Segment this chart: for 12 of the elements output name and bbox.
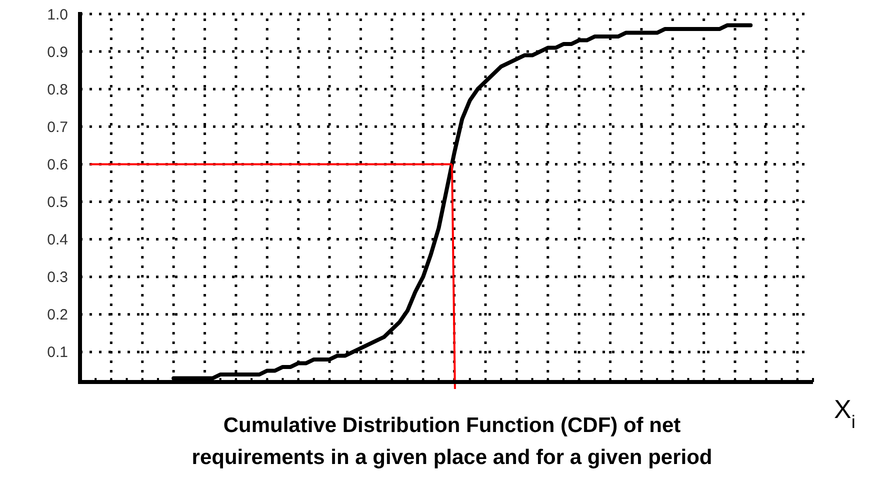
y-tick-label: 0.4 [47,232,68,249]
y-tick-label: 0.1 [47,344,68,362]
text: Cumulative Distribution Function (CDF) of net requirements in a given place and for a given period [192,414,712,469]
y-tick-label: 0.7 [47,118,68,136]
y-tick-label: 0.8 [47,81,68,98]
y-tick-label: 0.6 [47,156,68,174]
y-tick-label: 0.2 [47,306,68,324]
y-tick-label: 0.5 [47,194,68,212]
y-tick-label: 0.9 [47,44,68,61]
y-tick-label: 0.3 [47,269,68,286]
x-axis-title: X$_{i}$ [834,394,856,432]
y-tick-label: 1.0 [47,6,68,24]
